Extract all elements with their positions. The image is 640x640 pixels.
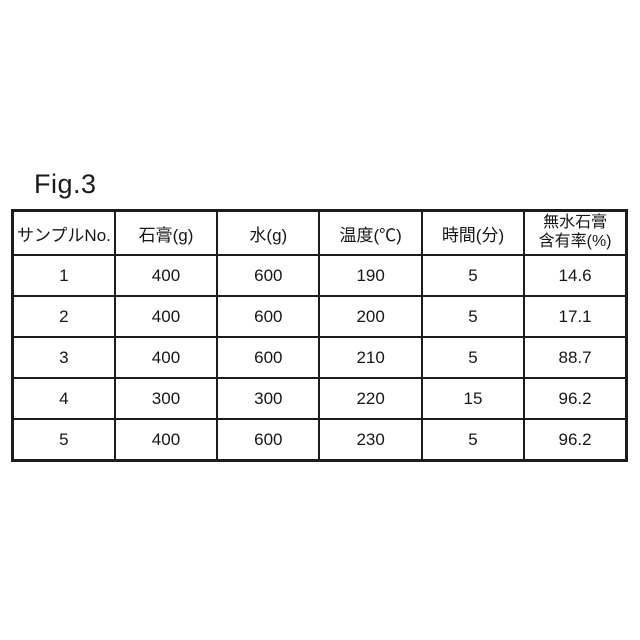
header-line2: 含有率(%): [538, 233, 612, 250]
table-cell: 4: [11, 377, 116, 420]
table-cell: 300: [113, 377, 219, 420]
table-cell: 5: [420, 295, 526, 338]
col-header-time-min: 時間(分): [420, 209, 526, 256]
table-cell: 96.2: [523, 377, 628, 420]
header-line1: 無水石膏: [543, 214, 608, 232]
col-header-sample-no: サンプルNo.: [11, 209, 116, 256]
table-cell: 230: [318, 418, 423, 462]
experiment-conditions-table: サンプルNo. 石膏(g) 水(g) 温度(℃) 時間(分) 無水石膏 含有率(%…: [11, 209, 628, 462]
col-header-temperature-c: 温度(℃): [318, 209, 423, 256]
table-cell: 5: [420, 336, 526, 379]
table-cell: 15: [420, 377, 526, 420]
table-row: 4 300 300 220 15 96.2: [11, 377, 628, 420]
table-cell: 600: [216, 295, 321, 338]
table-head: サンプルNo. 石膏(g) 水(g) 温度(℃) 時間(分) 無水石膏 含有率(%…: [11, 209, 628, 256]
figure-label: Fig.3: [34, 169, 97, 199]
col-header-anhydrite-content: 無水石膏 含有率(%): [523, 209, 628, 256]
table-header-row: サンプルNo. 石膏(g) 水(g) 温度(℃) 時間(分) 無水石膏 含有率(%…: [11, 209, 628, 256]
col-header-anhydrite-content-text: 無水石膏 含有率(%): [539, 214, 612, 252]
table-cell: 600: [216, 254, 321, 297]
table-cell: 300: [216, 377, 321, 420]
col-header-water-g: 水(g): [216, 209, 321, 256]
table-cell: 1: [11, 254, 116, 297]
table-body: 1 400 600 190 5 14.6 2 400 600 200 5 17.…: [11, 254, 628, 462]
table-cell: 96.2: [523, 418, 628, 462]
table-cell: 88.7: [523, 336, 628, 379]
table-cell: 190: [318, 254, 423, 297]
table-cell: 200: [318, 295, 423, 338]
table-cell: 220: [318, 377, 423, 420]
table-row: 5 400 600 230 5 96.2: [11, 418, 628, 462]
table-cell: 5: [420, 418, 526, 462]
table-cell: 400: [113, 295, 219, 338]
table-row: 1 400 600 190 5 14.6: [11, 254, 628, 297]
table-cell: 14.6: [523, 254, 628, 297]
table-cell: 5: [420, 254, 526, 297]
table-cell: 400: [113, 254, 219, 297]
table-cell: 17.1: [523, 295, 628, 338]
table-cell: 600: [216, 336, 321, 379]
table-cell: 400: [113, 418, 219, 462]
table-cell: 3: [11, 336, 116, 379]
table-cell: 600: [216, 418, 321, 462]
table-cell: 400: [113, 336, 219, 379]
table-row: 3 400 600 210 5 88.7: [11, 336, 628, 379]
table-cell: 210: [318, 336, 423, 379]
col-header-gypsum-g: 石膏(g): [113, 209, 219, 256]
table-cell: 5: [11, 418, 116, 462]
table-cell: 2: [11, 295, 116, 338]
table-row: 2 400 600 200 5 17.1: [11, 295, 628, 338]
